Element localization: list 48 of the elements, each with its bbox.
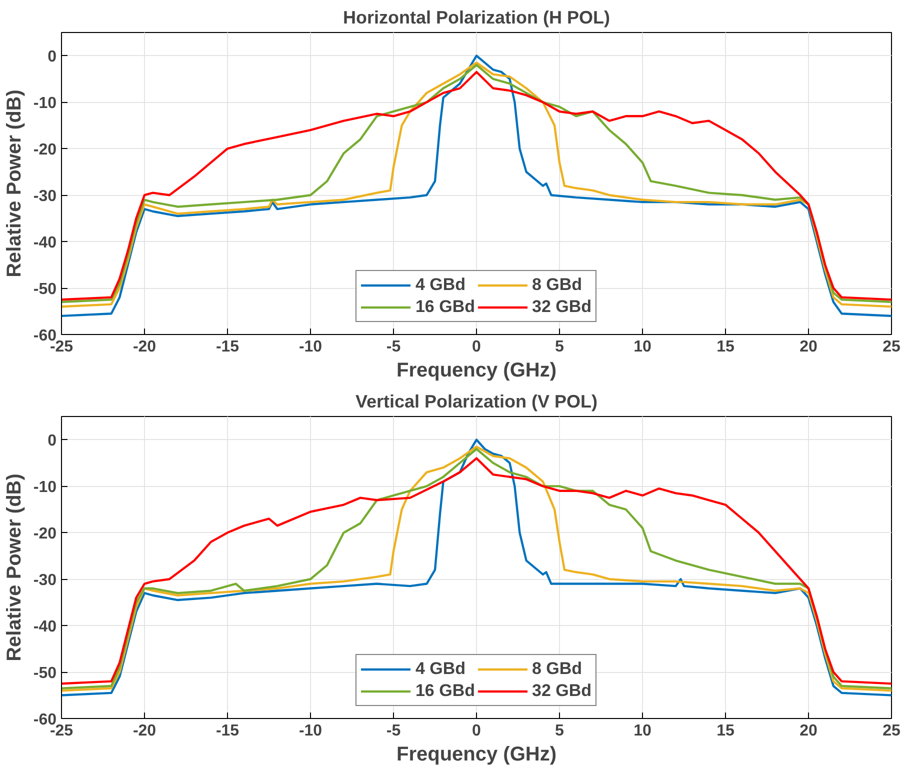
y-tick-label: -30: [33, 572, 57, 590]
legend-label: 4 GBd: [415, 275, 466, 295]
x-tick-label: 25: [882, 338, 900, 356]
y-tick-label: -20: [33, 142, 57, 159]
x-tick-label: 15: [716, 338, 734, 356]
x-axis-title: Frequency (GHz): [396, 744, 557, 766]
x-tick-label: -5: [386, 722, 401, 740]
x-tick-label: -5: [386, 338, 401, 356]
y-tick-label: -50: [33, 281, 57, 298]
y-axis-title: Relative Power (dB): [3, 90, 26, 278]
y-tick-label: 0: [48, 48, 57, 66]
x-tick-label: 20: [800, 338, 818, 356]
x-tick-label: 10: [634, 722, 652, 740]
legend-label: 32 GBd: [532, 681, 592, 701]
y-tick-label: -50: [33, 665, 57, 682]
legend-label: 8 GBd: [532, 659, 582, 679]
legend-label: 32 GBd: [532, 297, 592, 317]
x-tick-label: -10: [298, 722, 322, 740]
y-tick-label: -60: [33, 712, 57, 728]
y-tick-label: -20: [33, 526, 57, 543]
y-tick-label: -10: [33, 479, 57, 496]
x-tick-label: -15: [216, 722, 240, 740]
legend-label: 16 GBd: [415, 681, 475, 701]
x-tick-label: 0: [472, 338, 482, 356]
x-tick-label: 0: [472, 722, 482, 740]
y-tick-label: -40: [33, 234, 57, 252]
x-tick-label: 10: [634, 338, 652, 356]
y-tick-label: -30: [33, 188, 57, 206]
legend-label: 16 GBd: [415, 297, 475, 317]
y-tick-label: 0: [48, 432, 57, 450]
x-tick-label: 20: [800, 722, 818, 740]
x-tick-label: 25: [882, 722, 900, 740]
y-tick-label: -10: [33, 95, 57, 112]
x-tick-label: 5: [555, 338, 564, 356]
x-tick-label: 15: [716, 722, 734, 740]
y-tick-label: -40: [33, 618, 57, 636]
x-tick-label: -20: [132, 338, 156, 356]
y-axis-title: Relative Power (dB): [3, 474, 26, 662]
x-tick-label: -20: [132, 722, 156, 740]
chart-title: Vertical Polarization (V POL): [355, 392, 598, 412]
legend-label: 8 GBd: [532, 275, 582, 295]
chart-title: Horizontal Polarization (H POL): [343, 8, 610, 28]
x-tick-label: -15: [216, 338, 240, 356]
x-tick-label: -10: [298, 338, 322, 356]
y-tick-label: -60: [33, 328, 57, 344]
x-axis-title: Frequency (GHz): [396, 360, 557, 382]
legend-label: 4 GBd: [415, 659, 466, 679]
x-tick-label: 5: [555, 722, 564, 740]
